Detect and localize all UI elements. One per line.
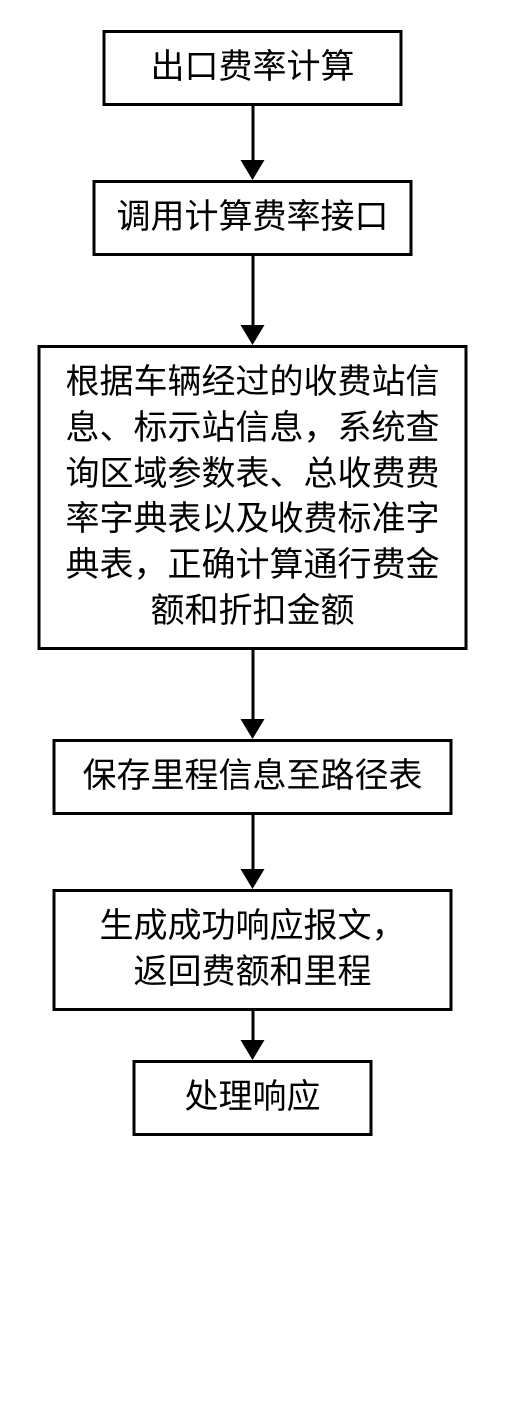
flow-node-label: 根据车辆经过的收费站信息、标示站信息，系统查询区域参数表、总收费费率字典表以及收… (59, 360, 447, 635)
flow-node-label: 保存里程信息至路径表 (83, 754, 423, 800)
flow-node-n6: 处理响应 (133, 1060, 373, 1136)
flow-node-n5: 生成成功响应报文， 返回费额和里程 (53, 889, 453, 1011)
flowchart-container: 出口费率计算调用计算费率接口根据车辆经过的收费站信息、标示站信息，系统查询区域参… (0, 30, 505, 1136)
flow-arrow (241, 815, 265, 889)
flow-arrow (241, 106, 265, 180)
flow-node-label: 处理响应 (185, 1075, 321, 1121)
flow-node-label: 出口费率计算 (151, 45, 355, 91)
flow-node-n3: 根据车辆经过的收费站信息、标示站信息，系统查询区域参数表、总收费费率字典表以及收… (38, 345, 468, 650)
flow-node-n4: 保存里程信息至路径表 (53, 739, 453, 815)
flow-node-n1: 出口费率计算 (103, 30, 403, 106)
flow-node-label: 调用计算费率接口 (117, 195, 389, 241)
flow-arrow (241, 256, 265, 345)
flow-arrow (241, 650, 265, 739)
flow-node-label: 生成成功响应报文， 返回费额和里程 (100, 904, 406, 996)
flow-arrow (241, 1011, 265, 1060)
flow-node-n2: 调用计算费率接口 (93, 180, 413, 256)
